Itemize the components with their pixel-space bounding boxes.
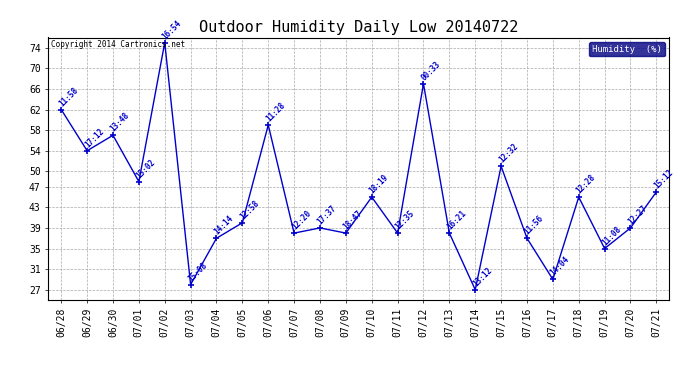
Text: 14:14: 14:14 [213,214,235,237]
Text: 17:37: 17:37 [316,204,338,226]
Text: Copyright 2014 Cartronics.net: Copyright 2014 Cartronics.net [51,40,186,49]
Text: 13:48: 13:48 [109,111,131,134]
Text: 15:12: 15:12 [652,168,675,190]
Text: 16:21: 16:21 [445,209,468,231]
Text: 00:33: 00:33 [420,60,442,82]
Title: Outdoor Humidity Daily Low 20140722: Outdoor Humidity Daily Low 20140722 [199,20,518,35]
Legend: Humidity  (%): Humidity (%) [589,42,664,56]
Text: 14:04: 14:04 [549,255,571,278]
Text: 16:54: 16:54 [161,18,183,41]
Text: 18:47: 18:47 [342,209,364,231]
Text: 12:35: 12:35 [393,209,416,231]
Text: 13:12: 13:12 [471,266,493,288]
Text: 18:19: 18:19 [368,173,390,195]
Text: 11:08: 11:08 [600,224,623,247]
Text: 15:08: 15:08 [186,260,209,283]
Text: 15:02: 15:02 [135,158,157,180]
Text: 11:58: 11:58 [57,85,79,108]
Text: 12:27: 12:27 [627,204,649,226]
Text: 17:12: 17:12 [83,126,106,149]
Text: 12:28: 12:28 [575,173,597,195]
Text: 12:32: 12:32 [497,142,520,165]
Text: 12:20: 12:20 [290,209,313,231]
Text: 11:28: 11:28 [264,101,286,123]
Text: 12:58: 12:58 [238,198,261,221]
Text: 11:56: 11:56 [523,214,545,237]
